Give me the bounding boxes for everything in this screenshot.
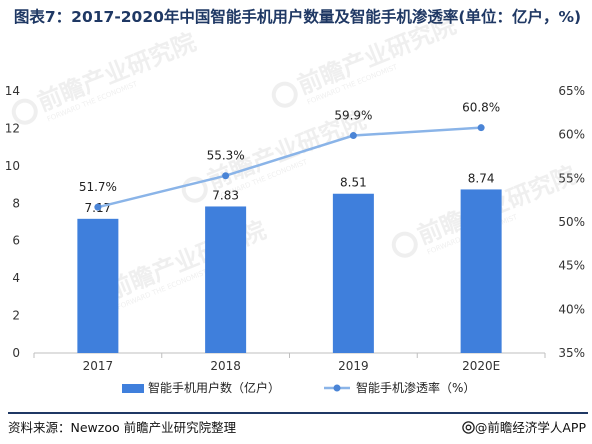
- bar-data-label: 8.74: [468, 171, 495, 185]
- watermark-logo-icon: [391, 231, 418, 258]
- bar: [205, 206, 247, 353]
- watermark-text: 前瞻产业研究院: [294, 11, 460, 100]
- bar: [460, 189, 502, 353]
- y-right-tick-label: 45%: [558, 259, 585, 273]
- bar-data-label: 7.83: [212, 188, 239, 202]
- x-tick-label: 2020E: [462, 359, 500, 373]
- x-tick-label: 2017: [83, 359, 114, 373]
- bar-data-label: 8.51: [340, 176, 367, 190]
- y-left-tick-label: 4: [12, 271, 20, 285]
- y-left-tick-label: 12: [5, 121, 20, 135]
- y-right-tick-label: 55%: [558, 171, 585, 185]
- legend-bar-swatch: [122, 384, 144, 393]
- y-right-tick-label: 60%: [558, 128, 585, 142]
- legend-line-marker: [333, 384, 341, 392]
- y-left-tick-label: 8: [12, 196, 20, 210]
- legend-line-label: 智能手机渗透率（%）: [356, 380, 475, 395]
- legend: 智能手机用户数（亿户） 智能手机渗透率（%）: [122, 380, 475, 395]
- right-axis: 35% 40% 45% 50% 55% 60% 65%: [558, 84, 585, 360]
- line-data-label: 55.3%: [207, 149, 245, 163]
- y-right-tick-label: 50%: [558, 215, 585, 229]
- y-right-tick-label: 40%: [558, 302, 585, 316]
- y-right-tick-label: 65%: [558, 84, 585, 98]
- watermark-logo-icon: [11, 98, 38, 125]
- source-note: 资料来源：Newzoo 前瞻产业研究院整理: [8, 420, 237, 435]
- bar-series: 7.177.838.518.74: [77, 171, 502, 353]
- line-point: [94, 203, 102, 211]
- footer-divider: [8, 412, 588, 414]
- legend-bar-label: 智能手机用户数（亿户）: [148, 380, 280, 395]
- line-data-label: 59.9%: [334, 109, 372, 123]
- x-tick-label: 2019: [338, 359, 369, 373]
- y-left-tick-label: 2: [12, 309, 20, 323]
- line-data-label: 51.7%: [79, 180, 117, 194]
- y-left-tick-label: 0: [12, 346, 20, 360]
- y-left-tick-label: 14: [5, 84, 20, 98]
- credit-text: @前瞻经济学人APP: [474, 420, 586, 435]
- watermark-text: 前瞻产业研究院: [34, 28, 200, 117]
- left-axis: 0 2 4 6 8 10 12 14: [5, 84, 20, 360]
- x-axis: 2017 2018 2019 2020E: [33, 352, 546, 373]
- line-path: [97, 126, 482, 209]
- y-left-tick-label: 6: [12, 234, 20, 248]
- watermark-logo-icon: [271, 81, 298, 108]
- line-point: [222, 172, 230, 180]
- line-series: 51.7% 55.3% 59.9% 60.8%: [79, 101, 500, 211]
- chart-title: 图表7：2017-2020年中国智能手机用户数量及智能手机渗透率(单位：亿户，%…: [13, 8, 582, 26]
- y-left-tick-label: 10: [5, 159, 20, 173]
- line-point: [349, 132, 357, 140]
- x-tick-label: 2018: [210, 359, 241, 373]
- bar: [332, 193, 374, 353]
- credit-note: @前瞻经济学人APP: [462, 417, 586, 436]
- watermark-logo-icon: [181, 176, 208, 203]
- line-point: [477, 124, 485, 132]
- y-right-tick-label: 35%: [558, 346, 585, 360]
- camera-lens-icon: [462, 421, 475, 434]
- bar: [77, 218, 119, 353]
- line-data-label: 60.8%: [462, 101, 500, 115]
